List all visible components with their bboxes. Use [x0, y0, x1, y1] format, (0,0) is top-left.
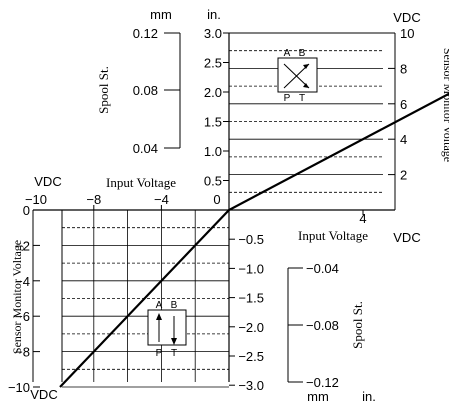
in-tick-label: −0.04	[306, 261, 339, 276]
valve-arrowhead-lower	[171, 338, 177, 345]
x-tick-label: 0	[213, 192, 220, 207]
mm-unit-upper: mm	[150, 7, 172, 22]
mm-tick-label: −0.5	[238, 232, 264, 247]
mm-tick-label: −3.0	[238, 378, 264, 393]
x-tick-label: 4	[359, 211, 366, 226]
valve-label-p: P	[284, 93, 291, 104]
left-axis-tick-label: 0	[23, 203, 30, 218]
mm-tick-label: −1.5	[238, 291, 264, 306]
in-tick-label: 0.12	[133, 26, 158, 41]
valve-label-a: A	[284, 48, 291, 59]
valve-arrowhead-upper	[303, 83, 309, 88]
left-axis-tick-label: −6	[15, 309, 30, 324]
series-line	[59, 92, 449, 388]
valve-arrow-upper	[283, 63, 310, 89]
in-unit-lower: in.	[362, 389, 376, 404]
mm-unit-lower: mm	[307, 389, 329, 404]
spool-axis-title-lower: Spool St.	[350, 301, 365, 349]
x-tick-label: −10	[25, 192, 47, 207]
valve-arrowhead-lower	[156, 313, 162, 320]
left-axis-title: Sensor Monitor Voltage	[10, 240, 24, 354]
right-axis-tick-label: 8	[400, 61, 407, 76]
valve-label-p: P	[156, 348, 163, 359]
left-axis-unit-bottom: VDC	[30, 387, 57, 402]
mm-tick-label: 0.5	[204, 174, 222, 189]
right-axis-tick-label: 4	[400, 132, 407, 147]
x-axis-title-upper: Input Voltage	[106, 175, 176, 190]
valve-label-b: B	[299, 48, 306, 59]
valve-label-t: T	[299, 93, 305, 104]
spool-axis-title-upper: Spool St.	[96, 66, 111, 114]
valve-label-a: A	[156, 300, 163, 311]
mm-tick-label: 1.5	[204, 115, 222, 130]
right-axis-unit: VDC	[393, 10, 420, 25]
right-axis-tick-label: 2	[400, 168, 407, 183]
x-axis-title-lower: Input Voltage	[298, 228, 368, 243]
in-tick-label: 0.08	[133, 83, 158, 98]
valve-label-t: T	[171, 348, 177, 359]
mm-tick-label: −2.0	[238, 320, 264, 335]
x-axis-unit: VDC	[393, 230, 420, 245]
in-tick-label: 0.04	[133, 141, 158, 156]
valve-symbol-lower	[147, 309, 187, 346]
in-unit-upper: in.	[207, 7, 221, 22]
mm-tick-label: 2.0	[204, 85, 222, 100]
valve-arrowhead-upper	[303, 64, 309, 69]
right-axis-tick-label: 10	[400, 26, 414, 41]
left-axis-tick-label: −8	[15, 345, 30, 360]
mm-tick-label: 2.5	[204, 56, 222, 71]
in-tick-label: −0.12	[306, 375, 339, 390]
x-tick-label: −4	[154, 192, 169, 207]
valve-symbol-upper	[277, 57, 318, 93]
mm-tick-label: −1.0	[238, 261, 264, 276]
left-axis-tick-label: −2	[15, 238, 30, 253]
x-tick-label: −8	[86, 192, 101, 207]
in-tick-label: −0.08	[306, 318, 339, 333]
right-axis-title: Sensor Monitor Voltage	[441, 48, 449, 162]
left-axis-tick-label: −4	[15, 274, 30, 289]
mm-tick-label: 1.0	[204, 144, 222, 159]
left-axis-tick-label: −10	[8, 380, 30, 395]
valve-label-b: B	[171, 300, 178, 311]
mm-tick-label: 3.0	[204, 26, 222, 41]
mm-tick-label: −2.5	[238, 349, 264, 364]
left-axis-unit-top: VDC	[34, 174, 61, 189]
right-axis-tick-label: 6	[400, 97, 407, 112]
